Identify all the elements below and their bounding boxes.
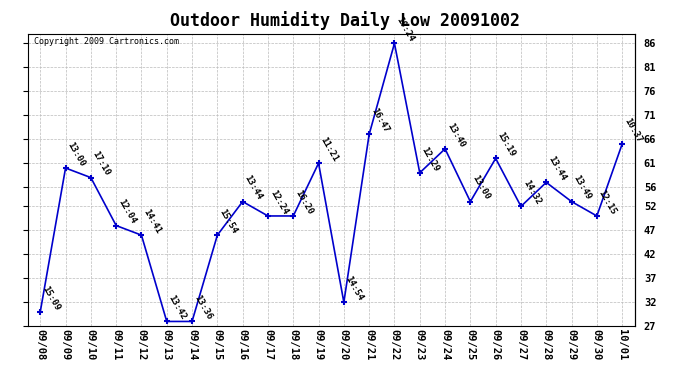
Text: 14:32: 14:32 — [521, 178, 542, 206]
Text: Copyright 2009 Cartronics.com: Copyright 2009 Cartronics.com — [34, 37, 179, 46]
Text: 14:54: 14:54 — [344, 274, 365, 302]
Text: 15:09: 15:09 — [40, 284, 61, 312]
Text: 13:44: 13:44 — [243, 174, 264, 202]
Text: 15:54: 15:54 — [217, 207, 239, 235]
Text: 13:40: 13:40 — [445, 121, 466, 149]
Text: 12:15: 12:15 — [597, 188, 618, 216]
Text: 13:44: 13:44 — [546, 154, 567, 182]
Text: 15:19: 15:19 — [495, 130, 517, 158]
Text: 12:29: 12:29 — [420, 145, 441, 173]
Text: 13:36: 13:36 — [192, 294, 213, 321]
Text: 12:24: 12:24 — [268, 188, 289, 216]
Text: Outdoor Humidity Daily Low 20091002: Outdoor Humidity Daily Low 20091002 — [170, 11, 520, 30]
Text: 13:42: 13:42 — [167, 294, 188, 321]
Text: 10:24: 10:24 — [395, 16, 415, 44]
Text: 13:00: 13:00 — [471, 174, 491, 202]
Text: 10:37: 10:37 — [622, 116, 643, 144]
Text: 14:41: 14:41 — [141, 207, 163, 235]
Text: 12:04: 12:04 — [116, 198, 137, 225]
Text: 11:21: 11:21 — [319, 135, 339, 163]
Text: 13:00: 13:00 — [66, 140, 87, 168]
Text: 16:47: 16:47 — [369, 106, 391, 135]
Text: 17:10: 17:10 — [91, 150, 112, 178]
Text: 13:49: 13:49 — [571, 174, 593, 202]
Text: 16:20: 16:20 — [293, 188, 315, 216]
